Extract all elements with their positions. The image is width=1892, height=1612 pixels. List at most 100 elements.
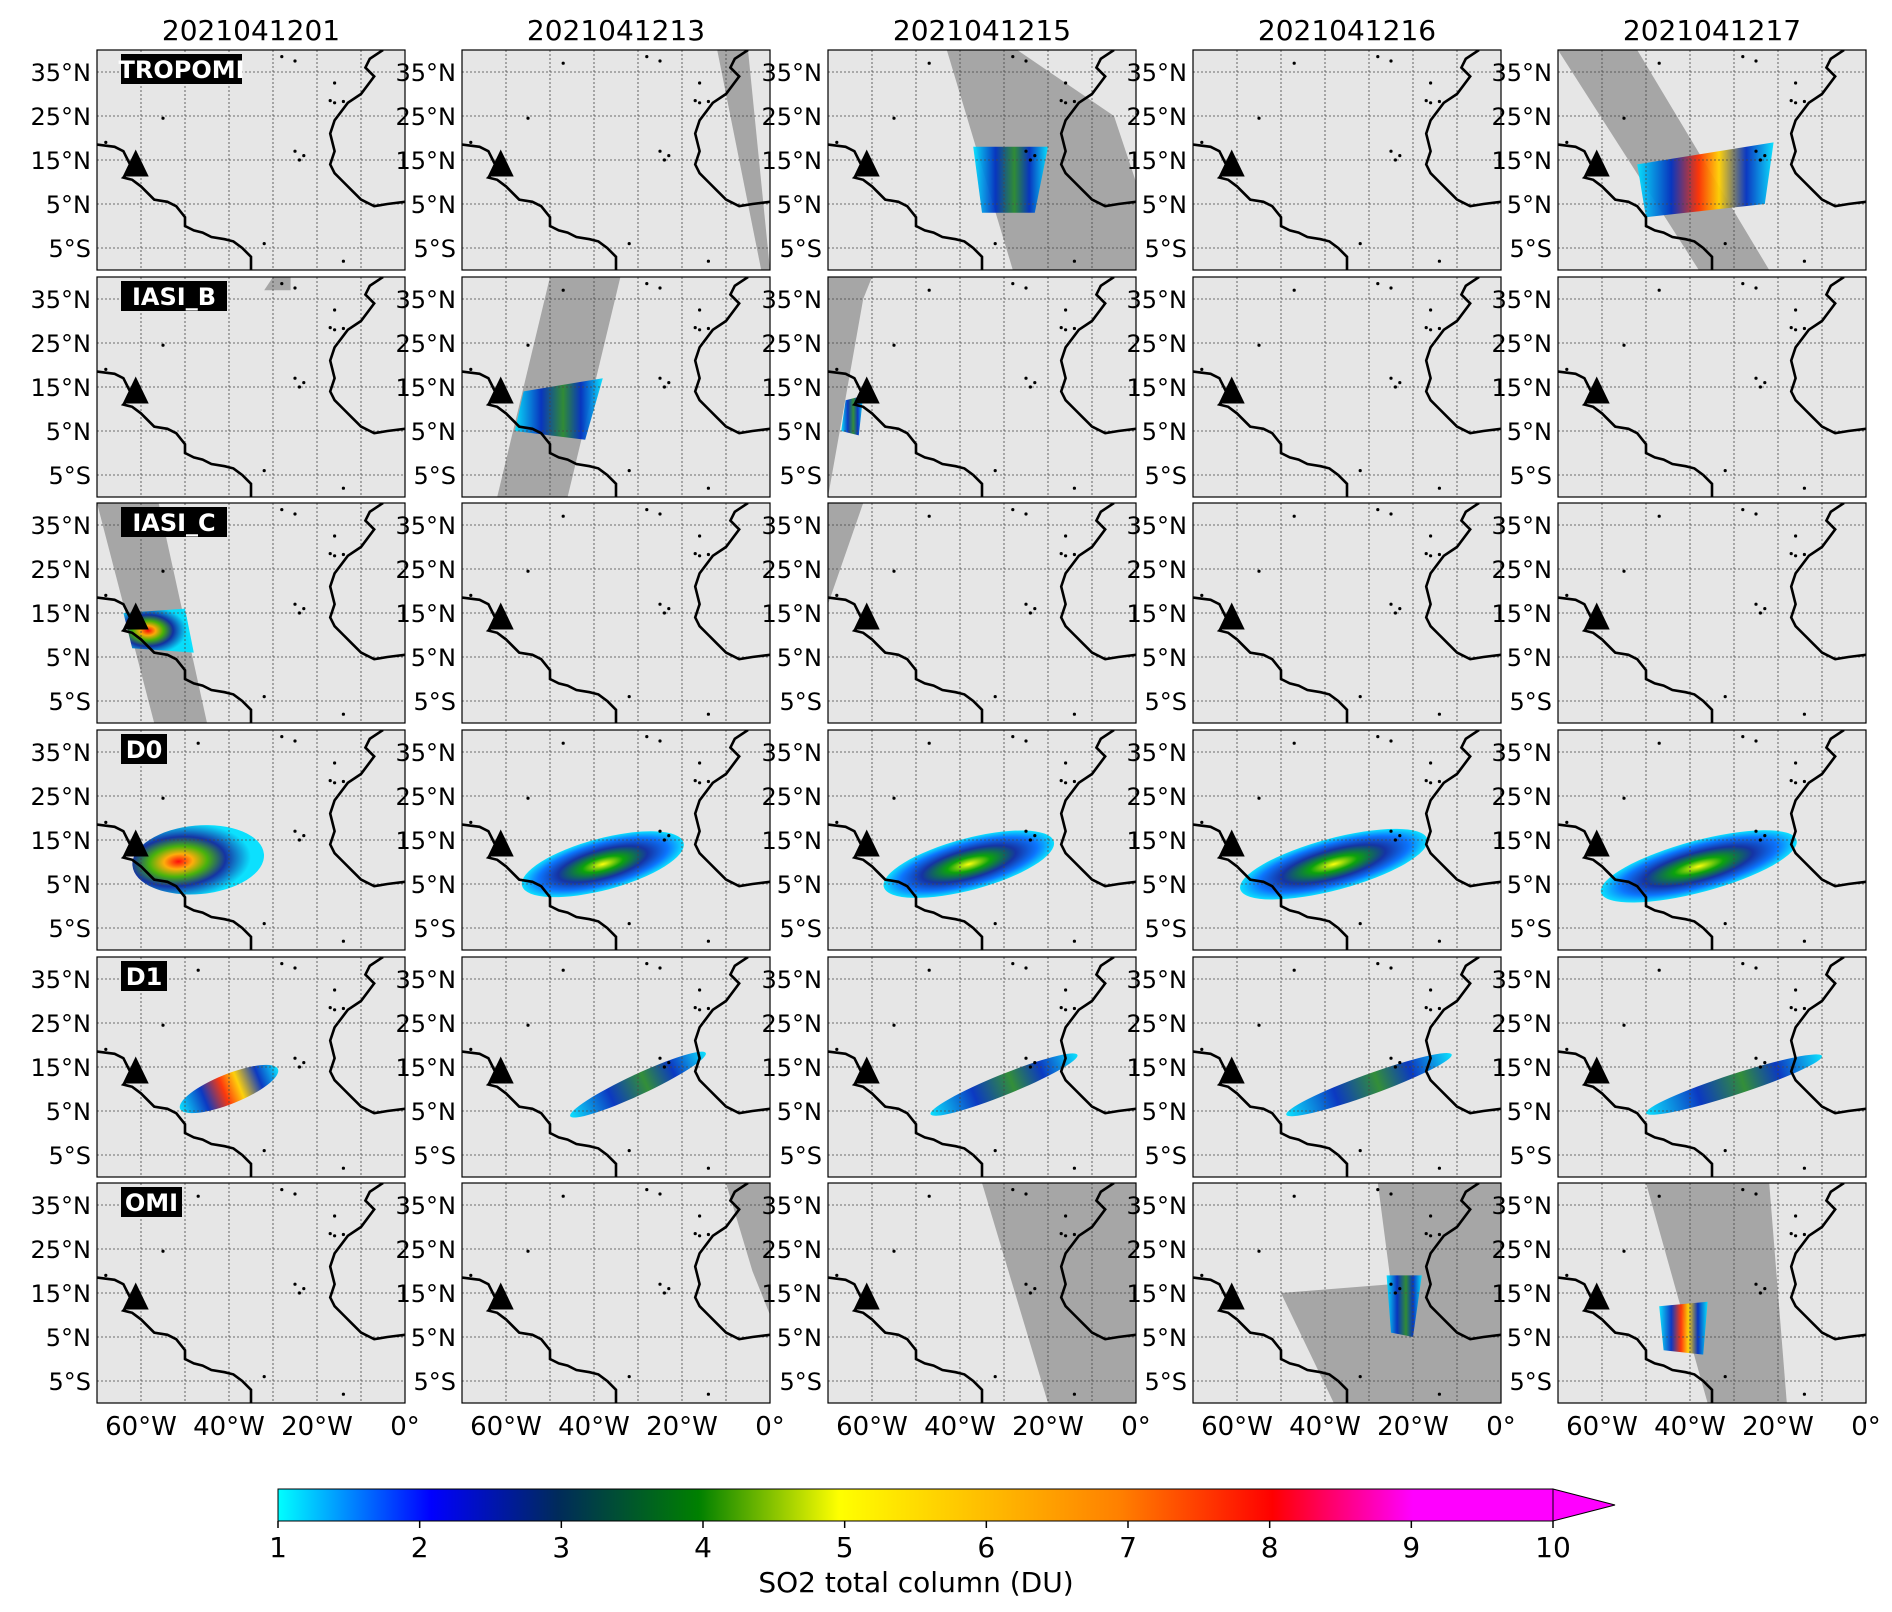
colorbar: 1 2 3 4 5 6 7 8 9 10 SO2 total column (DU) — [269, 1488, 1616, 1599]
island — [993, 1149, 997, 1153]
lat-tick-label: 5°S — [1509, 688, 1552, 716]
island — [927, 288, 931, 292]
lat-tick-label: 25°N — [1492, 783, 1553, 811]
lat-tick-label: 5°N — [46, 1324, 91, 1352]
island — [1802, 779, 1806, 784]
island — [658, 376, 662, 380]
lat-tick-label: 25°N — [1492, 556, 1553, 584]
lat-tick-label: 15°N — [396, 827, 457, 855]
island — [1802, 1392, 1806, 1396]
lat-tick-label: 5°N — [411, 1098, 456, 1126]
island — [1024, 1192, 1028, 1196]
island — [1059, 552, 1063, 556]
island — [658, 602, 662, 606]
island — [818, 816, 821, 819]
panel-frame — [1192, 276, 1502, 498]
island — [1763, 1287, 1767, 1291]
island — [1794, 1214, 1798, 1218]
island — [1754, 966, 1758, 970]
island — [667, 607, 671, 611]
island — [645, 508, 649, 512]
panel-omi-2021041216: 35°N 25°N 15°N 5°N 5°S 60°W 40°W 20°W 0° — [1127, 1182, 1516, 1442]
so2-plume — [1386, 1275, 1422, 1337]
island — [818, 1043, 821, 1046]
island — [627, 1149, 631, 1153]
island — [1389, 59, 1393, 63]
so2-plume — [132, 825, 265, 895]
island — [892, 343, 896, 347]
island — [1393, 1291, 1397, 1295]
island — [1437, 326, 1441, 331]
island — [1011, 962, 1015, 966]
island — [1024, 966, 1028, 970]
coastline — [693, 277, 770, 435]
lat-tick-label: 5°S — [1509, 462, 1552, 490]
panel-omi-2021041201: OMI 35°N 25°N 15°N 5°N 5°S 60°W 40°W 20°W 0° — [31, 1182, 420, 1442]
lat-tick-label: 35°N — [762, 59, 823, 87]
island — [667, 834, 671, 838]
island — [662, 1291, 666, 1295]
volcano-marker — [853, 376, 880, 404]
island — [1763, 381, 1767, 385]
coastline — [1789, 50, 1866, 208]
coastline — [693, 503, 770, 661]
island — [87, 136, 90, 139]
island — [667, 1287, 671, 1291]
island — [1257, 116, 1261, 120]
island — [693, 779, 697, 783]
lat-tick-label: 15°N — [762, 147, 823, 175]
lat-tick-label: 5°S — [48, 1368, 91, 1396]
island — [1794, 81, 1798, 85]
volcano-marker — [122, 149, 149, 177]
island — [1437, 552, 1441, 557]
volcano-marker — [487, 1056, 514, 1084]
coastline — [1789, 1183, 1866, 1341]
row-label-d0: D0 — [126, 736, 163, 764]
lat-tick-label: 5°S — [413, 1368, 456, 1396]
island — [1024, 1282, 1028, 1286]
volcano-marker — [1218, 602, 1245, 630]
island — [662, 385, 666, 389]
lat-tick-label: 15°N — [31, 147, 92, 175]
island — [892, 796, 896, 800]
island — [341, 486, 345, 490]
island — [1548, 589, 1551, 592]
island — [1429, 1234, 1433, 1238]
lat-tick-label: 5°N — [411, 871, 456, 899]
island — [333, 554, 337, 558]
lat-tick-label: 5°N — [46, 1098, 91, 1126]
island — [698, 101, 702, 105]
lat-tick-label: 35°N — [31, 512, 92, 540]
island — [1376, 282, 1380, 286]
island — [693, 1232, 697, 1236]
island — [1429, 534, 1433, 538]
island — [1741, 1188, 1745, 1192]
island — [1437, 939, 1441, 943]
island — [104, 367, 108, 371]
panel-omi-2021041215: 35°N 25°N 15°N 5°N 5°S 60°W 40°W 20°W 0° — [762, 1182, 1151, 1442]
island — [818, 1269, 821, 1272]
island — [1033, 1061, 1037, 1065]
island — [1802, 1166, 1806, 1170]
island — [1548, 363, 1551, 366]
island — [1802, 259, 1806, 263]
volcano-marker — [853, 829, 880, 857]
island — [328, 1232, 332, 1236]
island — [1565, 1273, 1569, 1277]
island — [302, 1287, 306, 1291]
island — [693, 99, 697, 103]
island — [1028, 1291, 1032, 1295]
lat-tick-label: 15°N — [762, 827, 823, 855]
island — [1024, 602, 1028, 606]
island — [293, 966, 297, 970]
island — [1358, 242, 1362, 246]
island — [927, 61, 931, 65]
island — [87, 589, 90, 592]
island — [1548, 1269, 1551, 1272]
island — [1763, 1061, 1767, 1065]
island — [262, 469, 266, 473]
island — [328, 779, 332, 783]
island — [1011, 735, 1015, 739]
island — [1622, 1023, 1626, 1027]
panel-tropomi-2021041215: 35°N 25°N 15°N 5°N 5°S — [762, 49, 1137, 271]
